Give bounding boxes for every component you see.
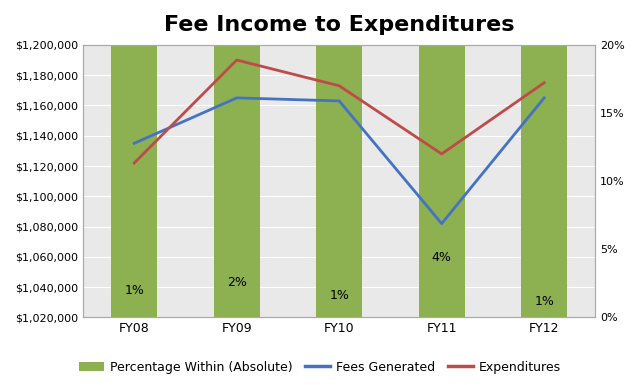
Bar: [111, 0, 157, 318]
Fees Generated: [335, 99, 343, 103]
Fees Generated: [233, 95, 241, 100]
Fees Generated: [438, 221, 445, 226]
Line: Expenditures: Expenditures: [134, 60, 544, 163]
Bar: [214, 0, 260, 318]
Bar: [316, 0, 362, 318]
Text: 4%: 4%: [432, 251, 452, 264]
Fees Generated: [540, 95, 548, 100]
Text: 1%: 1%: [329, 289, 349, 301]
Legend: Percentage Within (Absolute), Fees Generated, Expenditures: Percentage Within (Absolute), Fees Gener…: [74, 356, 566, 379]
Text: 1%: 1%: [534, 295, 554, 308]
Bar: [419, 0, 465, 318]
Text: 1%: 1%: [124, 284, 144, 297]
Text: 2%: 2%: [227, 276, 246, 290]
Expenditures: [335, 84, 343, 88]
Bar: [521, 0, 567, 318]
Line: Fees Generated: Fees Generated: [134, 98, 544, 224]
Expenditures: [131, 161, 138, 165]
Expenditures: [540, 80, 548, 85]
Expenditures: [438, 152, 445, 156]
Expenditures: [233, 58, 241, 62]
Fees Generated: [131, 141, 138, 146]
Title: Fee Income to Expenditures: Fee Income to Expenditures: [164, 15, 515, 35]
